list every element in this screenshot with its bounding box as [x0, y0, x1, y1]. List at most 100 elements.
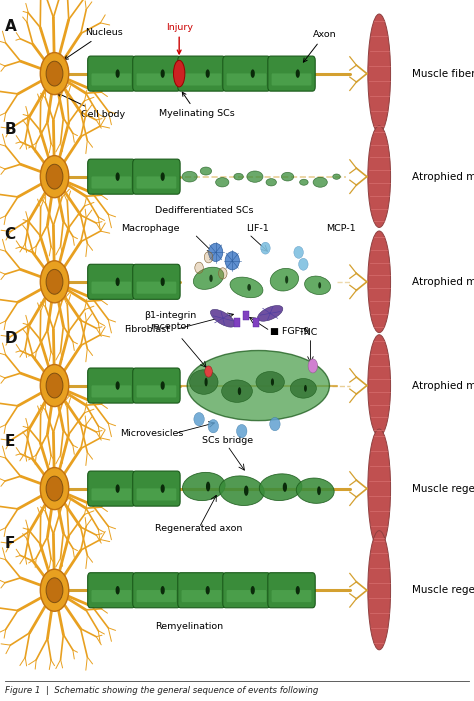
FancyBboxPatch shape	[133, 264, 180, 299]
Text: Cell body: Cell body	[57, 93, 125, 119]
Text: ■ FGF-9: ■ FGF-9	[270, 327, 310, 336]
Ellipse shape	[300, 179, 308, 185]
Ellipse shape	[285, 275, 288, 284]
Text: A: A	[5, 19, 17, 34]
FancyBboxPatch shape	[91, 386, 131, 397]
FancyBboxPatch shape	[88, 368, 135, 403]
Text: B: B	[5, 122, 17, 137]
Text: Atrophied muscle: Atrophied muscle	[412, 277, 474, 287]
Ellipse shape	[46, 578, 63, 603]
Ellipse shape	[116, 172, 120, 181]
FancyBboxPatch shape	[223, 573, 270, 608]
Ellipse shape	[190, 370, 218, 394]
Text: Muscle regeneration: Muscle regeneration	[412, 484, 474, 494]
Ellipse shape	[216, 177, 229, 187]
Ellipse shape	[206, 482, 210, 491]
Ellipse shape	[261, 242, 270, 254]
Ellipse shape	[257, 306, 283, 321]
Ellipse shape	[247, 284, 251, 291]
Ellipse shape	[219, 476, 264, 505]
Text: Muscle regeneration: Muscle regeneration	[412, 585, 474, 595]
Ellipse shape	[116, 484, 120, 493]
FancyBboxPatch shape	[178, 573, 225, 608]
Ellipse shape	[244, 486, 248, 496]
Ellipse shape	[368, 14, 391, 133]
FancyBboxPatch shape	[88, 56, 135, 91]
FancyBboxPatch shape	[91, 177, 131, 189]
FancyBboxPatch shape	[178, 56, 225, 91]
FancyBboxPatch shape	[227, 74, 266, 86]
Ellipse shape	[296, 69, 300, 78]
Text: Fibroblast: Fibroblast	[124, 325, 170, 334]
FancyBboxPatch shape	[88, 573, 135, 608]
Text: Myelinating SCs: Myelinating SCs	[159, 93, 235, 118]
Bar	[243, 311, 249, 320]
Ellipse shape	[318, 282, 321, 289]
FancyBboxPatch shape	[137, 489, 176, 501]
FancyBboxPatch shape	[268, 56, 315, 91]
Ellipse shape	[308, 359, 318, 373]
FancyBboxPatch shape	[88, 264, 135, 299]
Ellipse shape	[368, 531, 391, 650]
Text: Muscle fibers: Muscle fibers	[412, 69, 474, 79]
FancyBboxPatch shape	[137, 282, 176, 294]
Text: LIF-1: LIF-1	[246, 224, 269, 233]
Text: Remyelination: Remyelination	[155, 622, 224, 631]
FancyBboxPatch shape	[137, 590, 176, 602]
FancyBboxPatch shape	[88, 159, 135, 194]
FancyBboxPatch shape	[91, 489, 131, 501]
Ellipse shape	[259, 474, 302, 501]
Text: SCs bridge: SCs bridge	[202, 436, 253, 445]
Text: Figure 1  |  Schematic showing the general sequence of events following: Figure 1 | Schematic showing the general…	[5, 686, 318, 695]
Text: Regenerated axon: Regenerated axon	[155, 524, 243, 533]
Ellipse shape	[270, 417, 280, 430]
Ellipse shape	[238, 387, 241, 395]
Ellipse shape	[333, 174, 340, 179]
Ellipse shape	[230, 277, 263, 298]
Ellipse shape	[40, 365, 69, 407]
Ellipse shape	[193, 267, 224, 290]
Text: Atrophied muscle: Atrophied muscle	[412, 381, 474, 390]
Ellipse shape	[368, 335, 391, 436]
Ellipse shape	[271, 379, 274, 386]
Ellipse shape	[40, 156, 69, 198]
Text: MCP-1: MCP-1	[327, 224, 356, 233]
Text: Axon: Axon	[303, 30, 337, 62]
Ellipse shape	[208, 419, 219, 433]
Ellipse shape	[161, 586, 165, 594]
Ellipse shape	[368, 126, 391, 227]
Ellipse shape	[173, 60, 185, 87]
Ellipse shape	[46, 476, 63, 501]
Text: Nucleus: Nucleus	[64, 28, 123, 60]
FancyBboxPatch shape	[133, 56, 180, 91]
Ellipse shape	[40, 468, 69, 510]
Ellipse shape	[294, 246, 303, 259]
Ellipse shape	[204, 252, 213, 263]
Ellipse shape	[234, 173, 243, 180]
FancyBboxPatch shape	[91, 282, 131, 294]
Ellipse shape	[194, 412, 204, 426]
Ellipse shape	[299, 258, 308, 270]
FancyBboxPatch shape	[137, 386, 176, 397]
Ellipse shape	[290, 379, 317, 398]
Bar	[234, 318, 240, 327]
FancyBboxPatch shape	[227, 590, 266, 602]
Ellipse shape	[161, 381, 165, 390]
Ellipse shape	[116, 278, 120, 286]
Ellipse shape	[237, 425, 247, 437]
Ellipse shape	[182, 472, 225, 501]
Ellipse shape	[205, 366, 212, 377]
Text: Microvesicles: Microvesicles	[120, 429, 183, 438]
Ellipse shape	[161, 172, 165, 181]
Ellipse shape	[225, 252, 239, 270]
Text: Dedifferentiated SCs: Dedifferentiated SCs	[155, 206, 253, 215]
Ellipse shape	[187, 350, 329, 421]
FancyBboxPatch shape	[182, 74, 221, 86]
FancyBboxPatch shape	[137, 177, 176, 189]
Text: β1-integrin
receptor: β1-integrin receptor	[145, 311, 197, 331]
FancyBboxPatch shape	[268, 573, 315, 608]
Ellipse shape	[161, 69, 165, 78]
Ellipse shape	[296, 586, 300, 594]
FancyBboxPatch shape	[133, 471, 180, 506]
Ellipse shape	[204, 378, 208, 386]
